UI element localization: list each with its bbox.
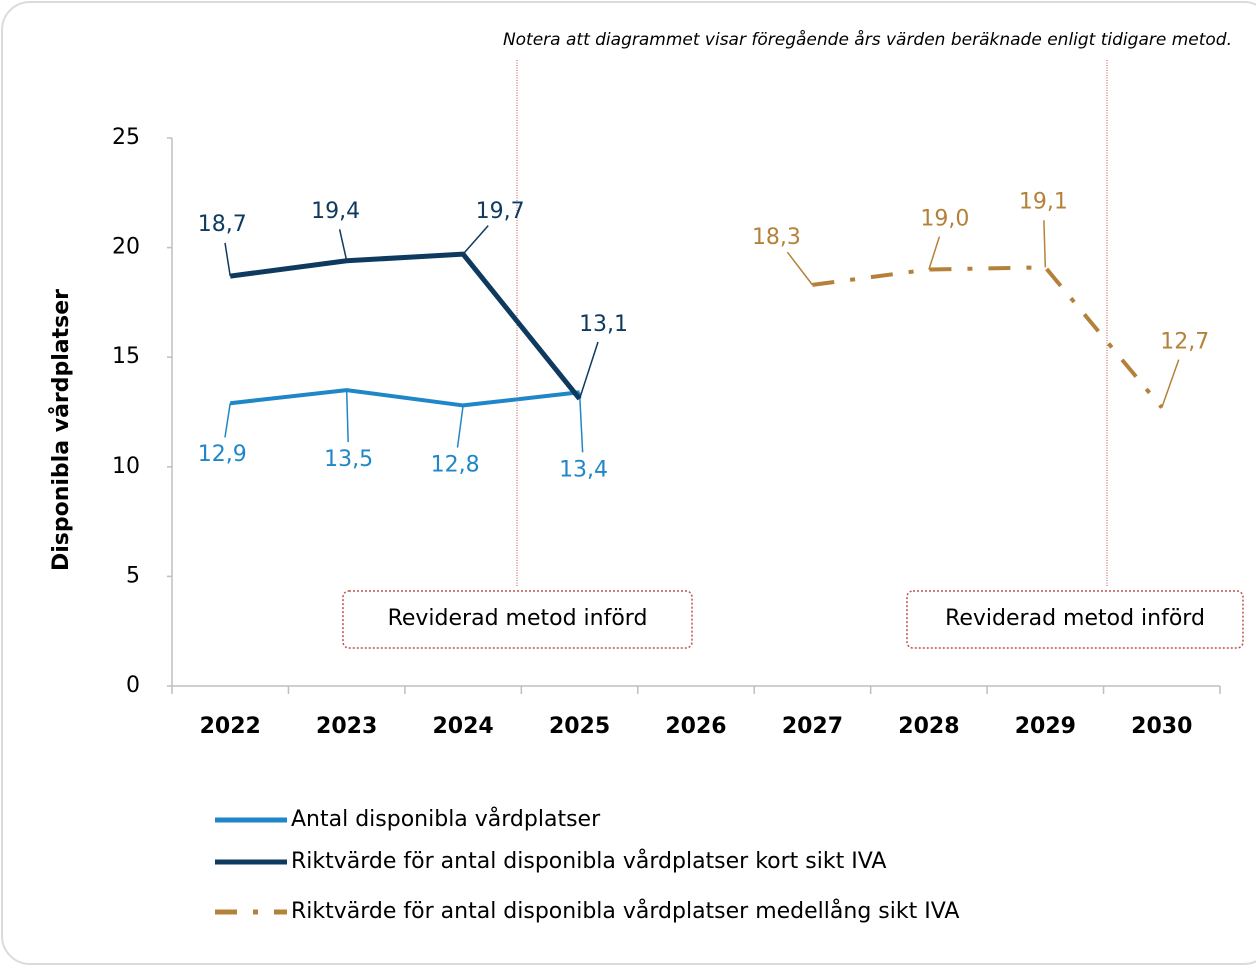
line — [229, 251, 582, 401]
leader-line — [462, 225, 489, 255]
leader-line — [224, 242, 231, 277]
y-tick-label: 20 — [112, 235, 140, 260]
x-tick-label: 2027 — [782, 714, 843, 739]
x-tick-label: 2024 — [432, 714, 493, 739]
leader-line — [578, 392, 584, 453]
x-tick-label: 2025 — [549, 714, 610, 739]
data-label: 13,4 — [559, 457, 608, 482]
y-tick-label: 25 — [112, 125, 140, 150]
x-tick-label: 2022 — [200, 714, 261, 739]
leader-line — [1043, 220, 1047, 268]
line — [229, 388, 580, 408]
annotation-box — [342, 590, 693, 649]
leader-line — [456, 405, 464, 448]
leader-line — [345, 390, 349, 443]
leader-line — [1161, 359, 1180, 408]
y-axis-title: Disponibla vårdplatser — [48, 289, 74, 571]
y-tick-label: 0 — [126, 673, 140, 698]
annotation: Reviderad metod införd — [388, 606, 648, 631]
x-tick-label: 2028 — [898, 714, 959, 739]
data-label: 12,7 — [1160, 330, 1209, 355]
data-label: 18,7 — [198, 212, 247, 237]
data-label: 19,0 — [920, 207, 969, 232]
x-tick-label: 2023 — [316, 714, 377, 739]
data-label: 13,1 — [579, 312, 628, 337]
leader-line — [224, 403, 231, 438]
annotation: Reviderad metod införd — [945, 606, 1205, 631]
legend-label: Riktvärde för antal disponibla vårdplats… — [291, 848, 886, 874]
x-tick-label: 2030 — [1131, 714, 1192, 739]
y-tick-label: 5 — [126, 563, 140, 588]
annotation-box — [906, 590, 1244, 649]
x-tick-label: 2026 — [665, 714, 726, 739]
x-tick-label: 2029 — [1015, 714, 1076, 739]
leader-line — [578, 341, 599, 400]
y-tick-label: 10 — [112, 454, 140, 479]
leader-line — [338, 229, 348, 261]
y-tick-label: 15 — [112, 344, 140, 369]
legend-label: Riktvärde för antal disponibla vårdplats… — [291, 898, 959, 924]
note: Notera att diagrammet visar föregående å… — [503, 29, 1232, 50]
data-label: 18,3 — [752, 225, 801, 250]
data-label: 13,5 — [324, 447, 373, 472]
data-label: 12,9 — [198, 442, 247, 467]
data-label: 19,1 — [1019, 189, 1068, 214]
data-label: 12,8 — [431, 452, 480, 477]
leader-line — [786, 251, 814, 286]
data-label: 19,7 — [476, 199, 525, 224]
data-label: 19,4 — [311, 199, 360, 224]
legend-label: Antal disponibla vårdplatser — [291, 806, 601, 832]
leader-line — [928, 236, 941, 270]
